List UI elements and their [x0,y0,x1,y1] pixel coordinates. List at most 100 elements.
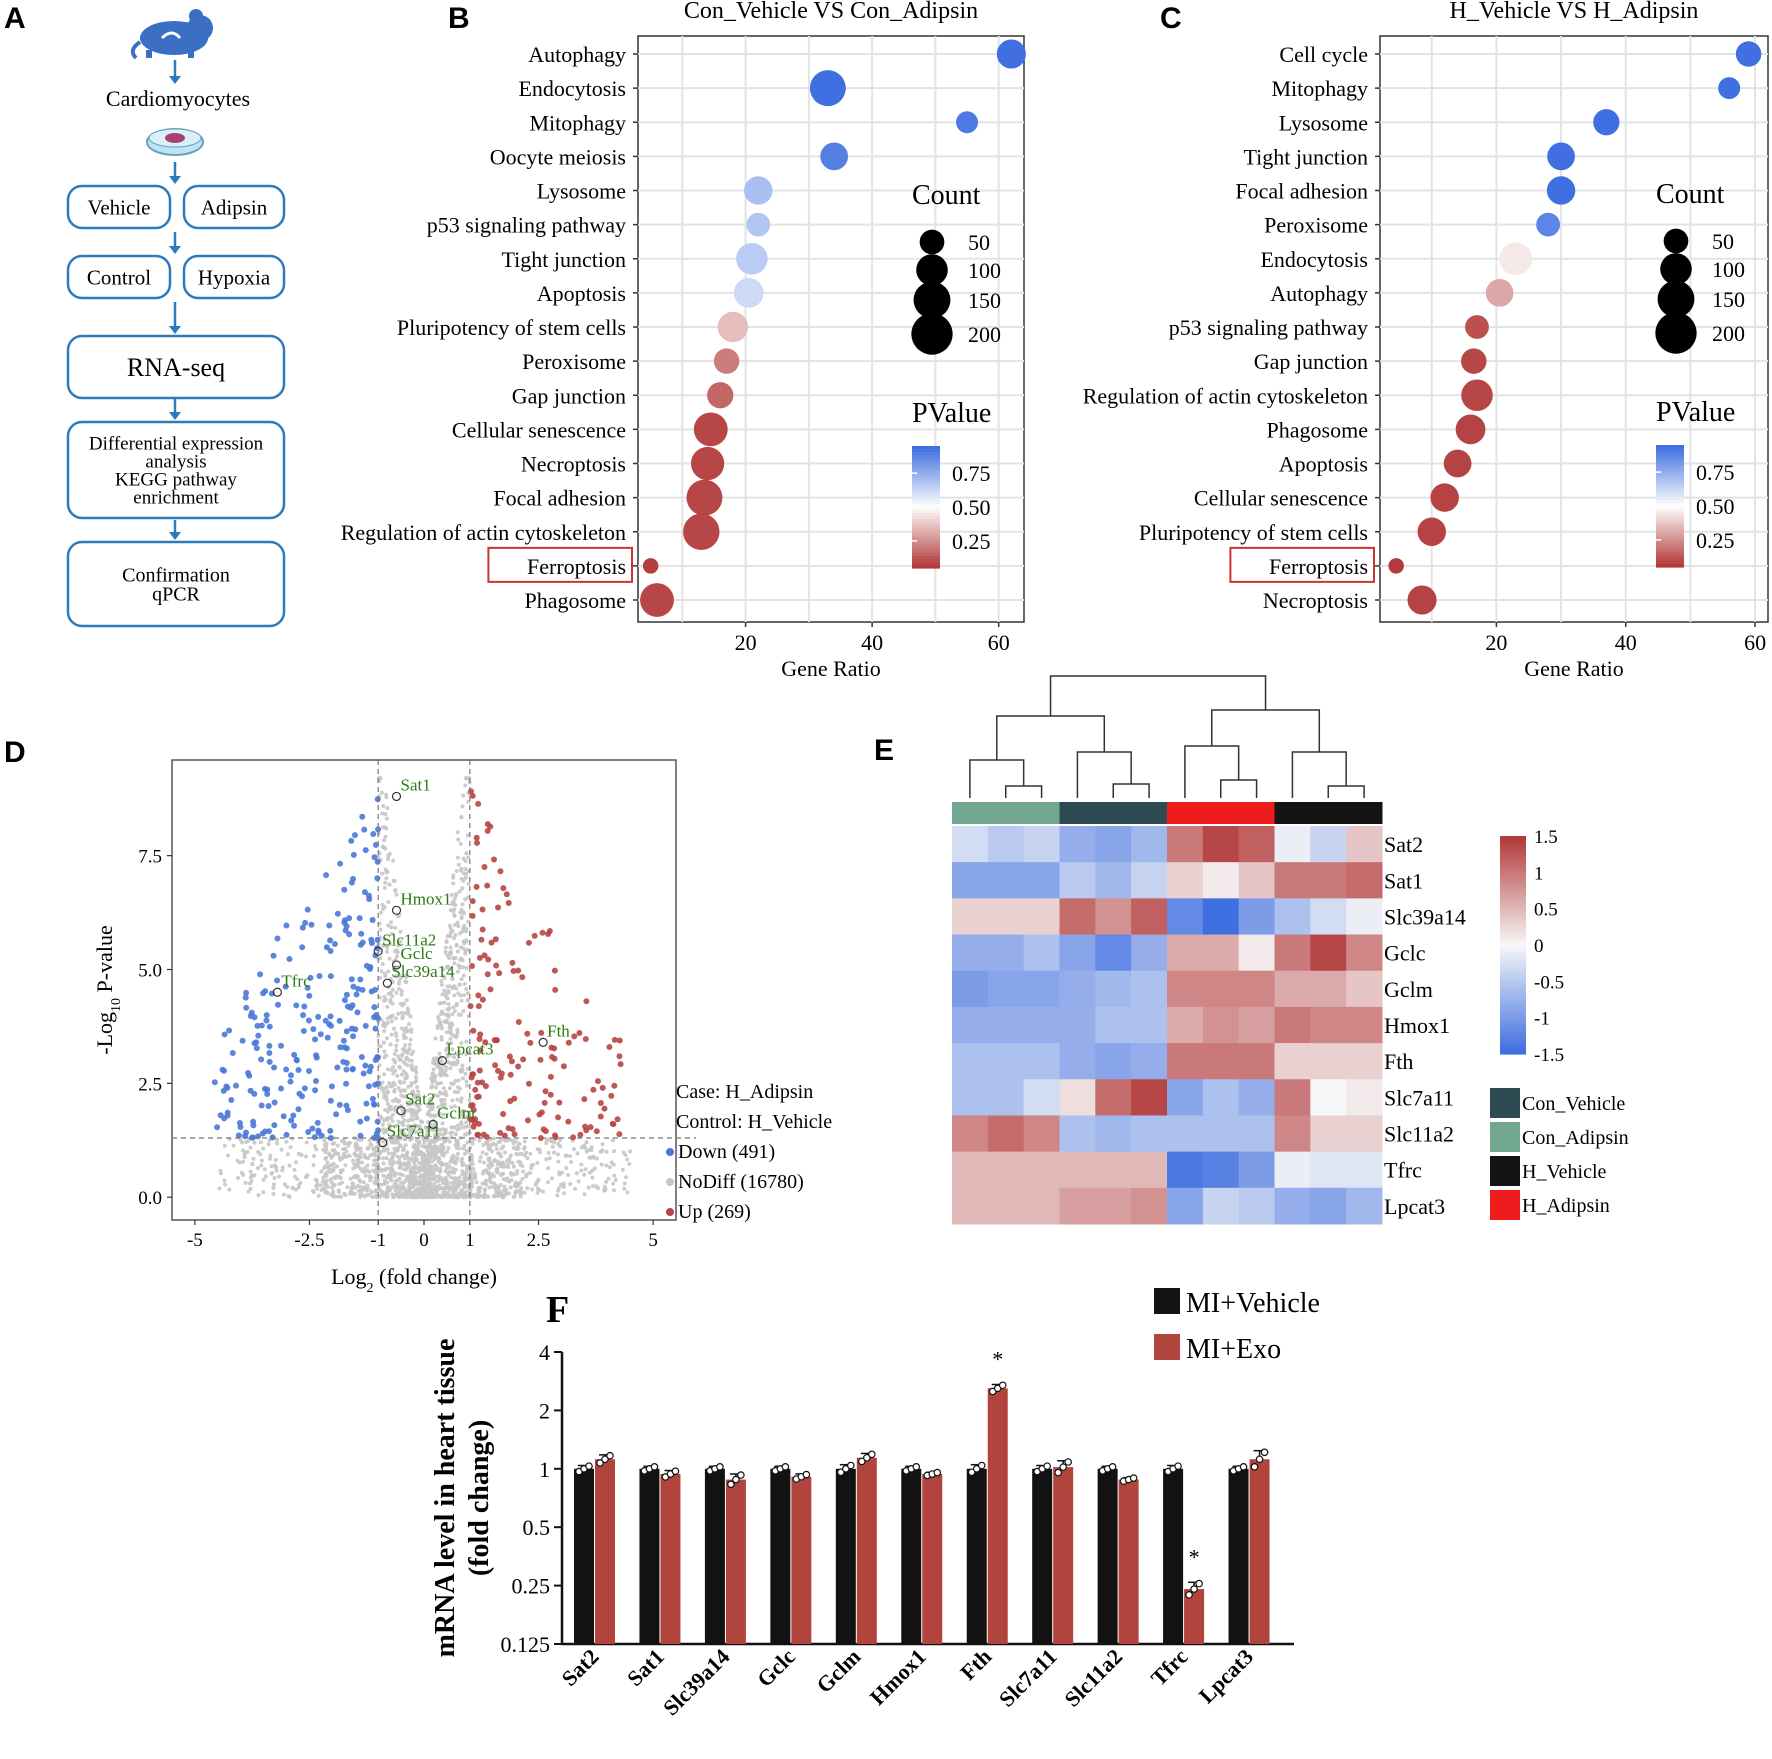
gene-point [420,1154,425,1159]
gene-point [435,1138,440,1143]
gene-point [411,1107,416,1112]
gene-point [425,1148,430,1153]
gene-point [602,1184,607,1189]
gene-point [457,1191,462,1196]
gene-label: Fth [547,1021,570,1040]
gene-point [461,856,466,861]
gene-point [464,1039,469,1044]
y-tick-label: 7.5 [138,847,162,868]
gene-point [472,1086,479,1093]
gene-point [386,899,391,904]
gene-point [358,930,365,937]
gene-point [390,994,395,999]
category-label: Hmox1 [865,1644,931,1710]
gene-point [415,1152,420,1157]
heatmap-cell [1131,1151,1168,1189]
gene-point [405,1028,410,1033]
colorbar-step [1500,941,1526,946]
pvalue-gradient-step [912,476,940,481]
pathway-dot [686,479,723,516]
labeled-gene-marker [378,1137,388,1148]
gene-point [312,1144,317,1149]
gene-point [568,1154,573,1159]
heatmap-cell [1346,1115,1383,1153]
replicate-point [858,1457,866,1466]
gene-point [439,1194,444,1199]
gene-point [591,1183,596,1188]
gene-point [336,1188,341,1193]
gene-point [431,1152,436,1157]
gene-point [491,1136,496,1141]
gene-point [312,1036,319,1043]
colorbar-step [1500,1010,1526,1015]
gene-point [546,1150,551,1155]
gene-point [436,1104,441,1109]
heatmap-cell [1023,1006,1060,1044]
gene-point [492,936,499,943]
gene-point [501,1132,508,1139]
gene-point [520,1056,527,1063]
gene-point [381,1161,386,1166]
gene-point [258,1022,265,1029]
gene-point [265,1102,272,1109]
gene-point [235,1175,240,1180]
gene-point [433,1036,438,1041]
gene-point [427,1189,432,1194]
gene-point [446,1012,451,1017]
gene-point [388,1158,393,1163]
gene-point [338,1176,343,1181]
pathway-label: Cell cycle [1279,42,1368,67]
gene-point [389,1032,394,1037]
gene-point [547,1156,552,1161]
gene-point [439,982,444,987]
gene-point [243,1129,250,1136]
colorbar-step [1500,836,1526,841]
gene-point [445,1183,450,1188]
gene-point [313,1052,320,1059]
gene-point [457,965,462,970]
replicate-point [601,1455,609,1464]
heatmap-cell [1238,934,1275,972]
gene-point [304,1154,309,1159]
gene-point [461,793,466,798]
gene-point [479,906,486,913]
gene-point [327,973,334,980]
heatmap-cell [952,1187,989,1225]
gene-point [461,965,466,970]
pvalue-gradient-step [912,534,940,539]
gene-point [363,1173,368,1178]
x-tick-label: 20 [1485,630,1507,655]
bar [1249,1459,1270,1644]
gene-point [376,1182,381,1187]
heatmap-cell [1095,970,1132,1008]
pathway-label: Phagosome [525,588,626,613]
gene-point [439,1026,444,1031]
heatmap-cell [1131,970,1168,1008]
rnaseq-box-text: RNA-seq [127,353,225,382]
gene-point [426,1127,431,1132]
gene-point [369,917,376,924]
pathway-label: Apoptosis [537,281,626,306]
gene-point [358,1053,365,1060]
gene-point [467,1097,472,1102]
count-legend-label: 100 [1712,257,1745,282]
gene-point [394,1097,399,1102]
gene-point [454,1033,459,1038]
pvalue-gradient-step [1656,463,1684,467]
gene-point [440,1143,445,1148]
gene-point [508,1153,513,1158]
heatmap-cell [1274,970,1311,1008]
gene-point [243,1004,250,1011]
gene-point [474,1079,481,1086]
gene-point [371,1168,376,1173]
gene-point [356,1189,361,1194]
gene-point [451,881,456,886]
gene-point [411,1176,416,1181]
gene-point [521,1169,526,1174]
gene-point [610,1138,615,1143]
pvalue-gradient-step [1656,484,1684,489]
pvalue-gradient-step [1656,448,1684,452]
bar [725,1479,746,1644]
gene-point [544,1138,549,1143]
group-legend-label: H_Vehicle [1522,1161,1607,1183]
